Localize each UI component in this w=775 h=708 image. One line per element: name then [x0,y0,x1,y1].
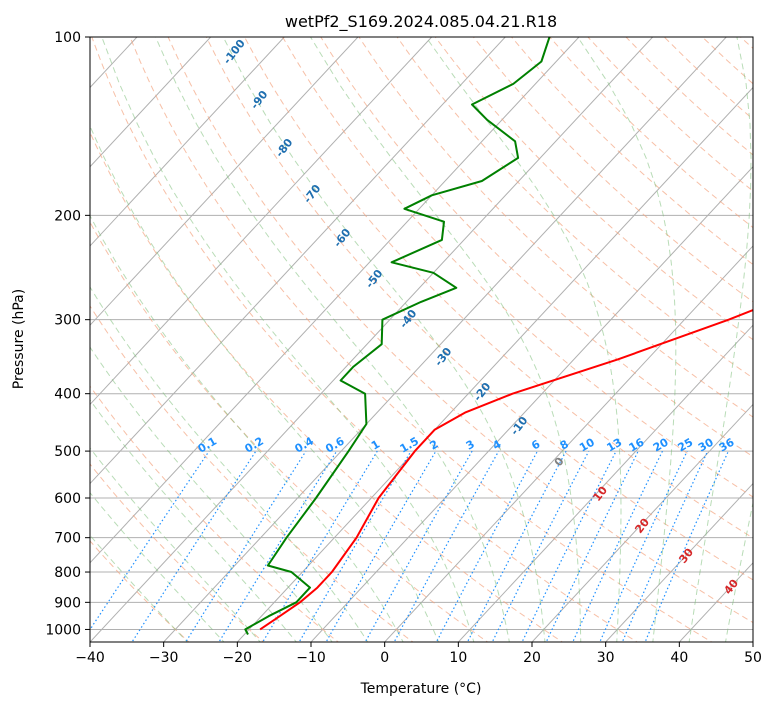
dry-adiabat [90,221,489,642]
mixing-ratio-line [218,450,338,642]
moist-adiabat [577,37,677,642]
series-lines [244,37,753,635]
dry-adiabat [167,37,753,624]
y-tick-label: 800 [54,565,81,581]
moist-adiabat [425,37,622,642]
mixing-ratio-line [572,450,664,642]
y-tick-label: 1000 [45,622,81,638]
x-axis-label: Temperature (°C) [360,681,482,697]
y-tick-label: 500 [54,444,81,460]
moist-adiabat [90,399,297,642]
x-tick-label: −30 [149,650,179,666]
isotherm-gridline [90,37,433,406]
y-tick-label: 600 [54,491,81,507]
isotherm-gridline [90,37,212,168]
mixing-ratio-line [90,450,210,631]
moist-adiabat [90,286,369,642]
mixing-ratio-line [185,450,307,642]
dewpoint-profile-line [244,37,551,635]
isotherm-gridline [162,37,727,642]
y-tick-label: 700 [54,531,81,547]
axis-ticks: −40 −30 −20 −10 0 10 20 30 40 50 100 200 300 400 500 60… [45,30,762,666]
isotherm-gridline [457,324,753,642]
chart-title: wetPf2_S169.2024.085.04.21.R18 [285,12,557,32]
isotherm-gridline [310,166,753,642]
isotherm-gridline [90,37,359,326]
x-tick-label: 0 [380,650,389,666]
x-tick-label: 30 [597,650,615,666]
moist-adiabat [90,214,404,642]
moist-adiabat [725,500,753,642]
y-tick-label: 300 [54,313,81,329]
isotherm-gridline [531,403,753,642]
mixing-ratio-line [298,450,412,642]
x-tick-label: 10 [449,650,467,666]
dry-adiabat [320,37,753,458]
x-tick-label: −10 [296,650,326,666]
mixing-ratio-line [466,450,567,642]
dry-adiabat [358,37,753,418]
moist-adiabat [310,37,582,642]
y-tick-label: 400 [54,387,81,403]
x-tick-label: 40 [670,650,688,666]
mixing-ratio-line [491,450,590,642]
isotherm-gridline [90,37,580,564]
y-tick-label: 900 [54,595,81,611]
dry-adiabat [205,37,753,581]
y-axis-label: Pressure (hPa) [11,289,27,389]
x-tick-label: −20 [223,650,253,666]
isotherm-gridline [236,86,753,642]
isotherm-gridline [90,37,654,642]
dry-adiabat [282,37,753,498]
isotherm-gridline [383,245,753,642]
dry-adiabat [244,37,753,539]
isotherm-gridline [90,37,506,485]
temperature-profile-line [259,308,753,631]
y-tick-label: 200 [54,208,81,224]
dry-adiabat [90,540,190,642]
moist-adiabat [155,37,510,642]
dry-adiabat [90,131,564,642]
y-tick-label: 100 [54,30,81,46]
x-tick-label: −40 [75,650,105,666]
background-lines [90,37,753,642]
moist-adiabat [688,37,752,642]
dry-adiabat [434,37,753,341]
dry-adiabat [90,463,265,642]
dry-adiabat [91,37,638,642]
dry-adiabat [129,37,713,642]
isotherm-gridline [90,37,285,247]
plot-frame [89,36,754,643]
mixing-ratio-line [545,450,639,642]
mixing-ratio-line [131,450,257,642]
moist-adiabat [222,37,546,642]
x-tick-label: 20 [523,650,541,666]
moist-adiabat [90,125,440,642]
moist-adiabat [101,37,475,642]
x-tick-label: 50 [744,650,762,666]
isotherm-gridline [604,482,753,642]
dry-adiabat [396,37,753,379]
mixing-ratio-line [435,450,539,642]
